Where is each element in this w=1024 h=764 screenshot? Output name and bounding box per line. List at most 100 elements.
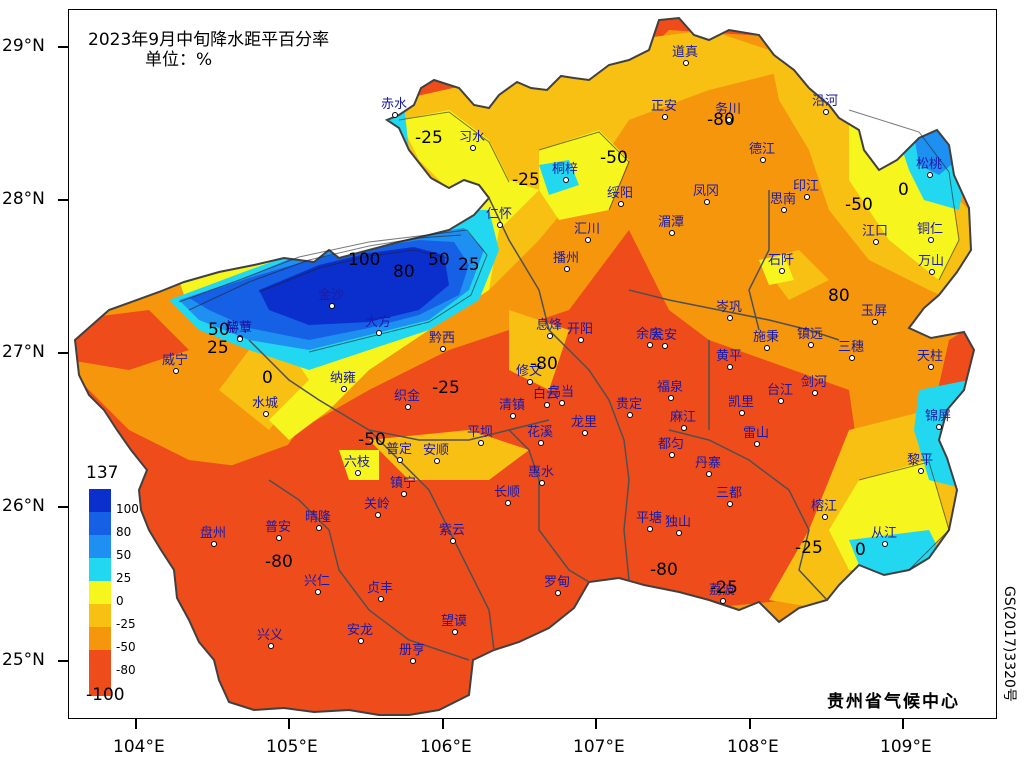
station-marker	[726, 117, 732, 123]
station-name: 赤水	[381, 97, 408, 112]
lon-tick	[135, 719, 137, 729]
station-marker	[727, 315, 733, 321]
station-marker	[706, 471, 712, 477]
contour-value-label: -80	[265, 552, 293, 572]
station-name: 汇川	[574, 222, 601, 237]
station-marker	[764, 345, 770, 351]
station-marker	[578, 337, 584, 343]
legend-label: -50	[116, 640, 136, 654]
lat-tick	[58, 506, 68, 508]
lon-tick	[902, 719, 904, 729]
station-marker	[669, 230, 675, 236]
station-marker	[804, 194, 810, 200]
contour-value-label: -80	[530, 354, 558, 374]
lat-tick	[58, 46, 68, 48]
lat-tick	[58, 660, 68, 662]
station-marker	[927, 172, 933, 178]
station-marker	[582, 430, 588, 436]
station-name: 铜仁	[917, 222, 944, 237]
legend-max: 137	[86, 463, 119, 483]
lat-label-25: 25°N	[2, 650, 45, 670]
station-marker	[662, 114, 668, 120]
station-marker	[237, 336, 243, 342]
lon-tick	[749, 719, 751, 729]
station-marker	[527, 379, 533, 385]
unit-label: 单位：%	[144, 50, 213, 70]
legend-swatch	[89, 512, 111, 535]
station-name: 金沙	[318, 288, 345, 303]
station-marker	[720, 598, 726, 604]
legend-swatch	[89, 489, 111, 512]
station-name: 威宁	[162, 353, 189, 368]
precipitation-map	[74, 17, 975, 716]
station-name: 开阳	[567, 322, 594, 337]
station-name: 望谟	[441, 614, 468, 629]
legend-label: -80	[116, 663, 136, 677]
station-name: 德江	[749, 142, 776, 157]
station-name: 岑巩	[716, 300, 743, 315]
station-name: 镇远	[797, 327, 824, 342]
station-name: 湄潭	[658, 215, 685, 230]
credit-label: 贵州省气候中心	[827, 692, 960, 712]
station-marker	[727, 501, 733, 507]
station-name: 水城	[252, 396, 279, 411]
map-frame	[68, 9, 997, 719]
station-name: 印江	[793, 179, 820, 194]
station-name: 乌当	[548, 385, 575, 400]
lat-label-26: 26°N	[2, 496, 45, 516]
map-title: 2023年9月中旬降水距平百分率	[88, 30, 330, 50]
station-marker	[739, 410, 745, 416]
station-name: 平塘	[636, 511, 663, 526]
station-name: 黄平	[716, 349, 743, 364]
station-name: 长顺	[494, 485, 521, 500]
station-marker	[882, 541, 888, 547]
station-name: 兴义	[257, 628, 284, 643]
station-marker	[704, 199, 710, 205]
station-marker	[754, 441, 760, 447]
contour-value-label: -25	[512, 170, 540, 190]
station-marker	[668, 395, 674, 401]
station-name: 大方	[365, 315, 392, 330]
station-marker	[434, 458, 440, 464]
station-marker	[378, 596, 384, 602]
station-name: 贵定	[616, 397, 643, 412]
station-name: 台江	[767, 383, 794, 398]
contour-lines	[178, 109, 960, 571]
station-name: 毕节	[226, 320, 253, 335]
station-marker	[647, 342, 653, 348]
approval-number-text: GS(2017)3320号	[1001, 586, 1017, 702]
contour-value-label: -25	[415, 128, 443, 148]
contour-value-label: -25	[432, 378, 460, 398]
lat-label-27: 27°N	[2, 342, 45, 362]
station-name: 松桃	[916, 157, 943, 172]
station-name: 天柱	[917, 349, 944, 364]
contour-value-label: 0	[262, 368, 273, 388]
station-name: 织金	[394, 389, 421, 404]
station-marker	[329, 303, 335, 309]
contour-value-label: 0	[898, 180, 909, 200]
station-name: 麻江	[670, 410, 697, 425]
station-marker	[450, 538, 456, 544]
contour-value-label: 80	[393, 262, 415, 282]
station-name: 黎平	[907, 453, 934, 468]
lat-tick	[58, 199, 68, 201]
station-marker	[211, 541, 217, 547]
lon-tick	[442, 719, 444, 729]
lon-label-108: 108°E	[727, 737, 779, 757]
legend-swatch	[89, 581, 111, 604]
legend-label: 80	[116, 525, 132, 539]
station-marker	[627, 412, 633, 418]
station-name: 石阡	[768, 253, 795, 268]
station-marker	[873, 239, 879, 245]
station-marker	[849, 355, 855, 361]
legend-swatch	[89, 558, 111, 581]
station-marker	[683, 60, 689, 66]
station-name: 关岭	[364, 497, 391, 512]
station-name: 安顺	[423, 443, 450, 458]
station-marker	[872, 319, 878, 325]
station-marker	[276, 535, 282, 541]
lon-label-104: 104°E	[113, 737, 165, 757]
station-name: 白云	[533, 387, 560, 402]
station-marker	[478, 440, 484, 446]
station-name: 锦屏	[925, 409, 952, 424]
